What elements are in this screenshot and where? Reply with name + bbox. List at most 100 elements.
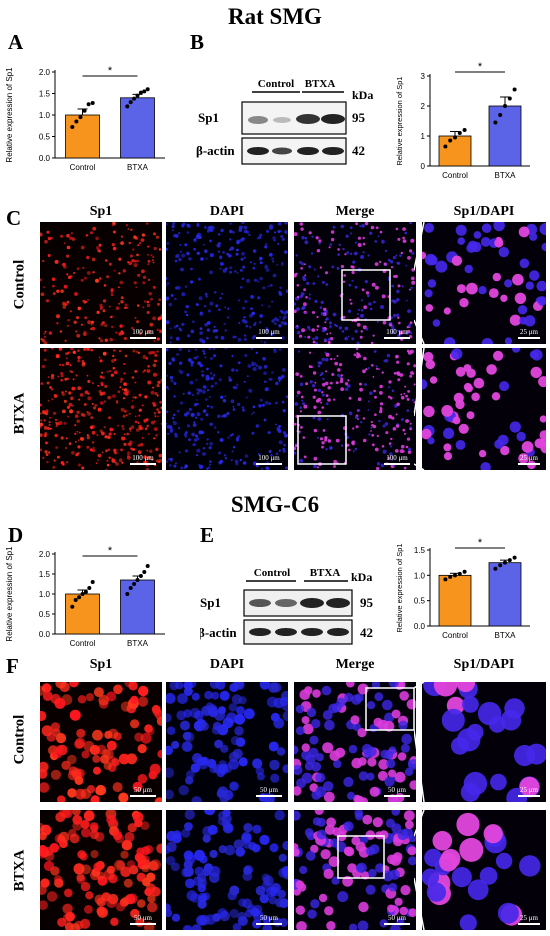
scale-bar-label: 25 μm	[520, 328, 538, 336]
scale-bar-label: 25 μm	[520, 454, 538, 462]
bar-btxa	[488, 562, 522, 627]
blot-row-actin-kda: 42	[352, 143, 365, 158]
data-point	[503, 104, 507, 108]
micro-f-btxa-sp1: 50 μm	[40, 810, 162, 930]
y-tick-label: 2.0	[39, 68, 51, 77]
scale-bar-label: 50 μm	[260, 786, 278, 794]
actin-band	[297, 147, 319, 155]
scale-bar-label: 50 μm	[134, 786, 152, 794]
panel-label-c: C	[6, 206, 22, 230]
column-header-sp1: Sp1	[89, 204, 113, 219]
data-point	[145, 87, 150, 92]
scale-bar-label: 100 μm	[132, 328, 154, 336]
y-tick-label: 0.0	[39, 154, 51, 163]
sp1-band	[296, 114, 320, 124]
scale-bar: 100 μm	[256, 328, 282, 339]
data-point	[135, 578, 140, 582]
data-point	[90, 580, 95, 584]
y-tick-label: 0.5	[39, 610, 51, 619]
column-header-sp1-dapi: Sp1/DAPI	[453, 204, 515, 219]
blot-group-btxa: BTXA	[305, 78, 336, 90]
column-header-dapi: DAPI	[209, 204, 245, 219]
data-point	[80, 592, 85, 596]
y-tick-label: 3	[421, 72, 426, 81]
micro-c-control-sp1: 100 μm	[40, 222, 162, 344]
y-tick-label: 2.0	[39, 550, 51, 559]
data-point	[87, 586, 92, 590]
panel-label-a: A	[8, 30, 24, 54]
panel-label-d: D	[8, 523, 24, 547]
bar-control	[65, 114, 100, 159]
data-point	[86, 102, 91, 107]
y-tick-label: 0.5	[39, 133, 51, 142]
micro-f-btxa-merge: 50 μm	[294, 810, 416, 930]
blot-row-sp1-kda: 95	[352, 110, 366, 125]
y-axis-label: Relative expression of Sp1	[5, 67, 14, 163]
data-point	[70, 604, 75, 609]
data-point	[132, 96, 137, 101]
data-point	[73, 598, 78, 602]
row-header-btxa: BTXA	[11, 392, 28, 435]
f-row-header-control: Control	[11, 714, 28, 765]
bar-btxa	[488, 105, 522, 167]
data-point	[453, 573, 457, 578]
data-point	[142, 89, 147, 94]
data-point	[70, 125, 75, 130]
data-point	[125, 592, 130, 596]
y-tick-label: 1.0	[39, 111, 51, 120]
scale-bar: 100 μm	[130, 328, 156, 339]
data-point	[128, 586, 133, 590]
micro-f-btxa-sp1-dapi: 25 μm	[422, 810, 546, 930]
scale-bar: 100 μm	[384, 328, 410, 339]
f-column-header-sp1-dapi: Sp1/DAPI	[453, 657, 515, 672]
y-axis-label: Relative expression of Sp1	[5, 546, 14, 642]
x-tick-label: Control	[442, 631, 468, 640]
scale-bar: 50 μm	[130, 786, 156, 797]
chart-e: Relative expression of Sp1 0.0 0.5 1.0 1.5 Co…	[395, 537, 530, 640]
blot-group-control: Control	[258, 78, 294, 90]
scale-bar-label: 25 μm	[520, 914, 538, 922]
x-tick-label: BTXA	[127, 639, 149, 648]
data-point	[448, 574, 453, 579]
scale-bar-label: 25 μm	[520, 786, 538, 794]
micro-c-control-merge: 100 μm	[294, 222, 416, 344]
y-tick-label: 1.5	[39, 570, 51, 579]
x-tick-label: BTXA	[127, 163, 149, 172]
y-tick-label: 1	[421, 132, 426, 141]
actin-band	[327, 628, 349, 636]
chart-d: Relative expression of Sp1 0.0 0.5 1.0 1.5 2.…	[5, 545, 165, 648]
x-tick-label: Control	[442, 171, 468, 180]
scale-bar: 50 μm	[130, 914, 156, 925]
scale-bar: 100 μm	[130, 454, 156, 465]
micro-f-btxa-dapi: 50 μm	[166, 810, 288, 930]
sp1-band	[326, 598, 350, 608]
scale-bar-label: 50 μm	[260, 914, 278, 922]
bar-control	[65, 593, 100, 635]
blot-e-sp1-label: Sp1	[200, 595, 221, 610]
zoom-connector	[414, 682, 425, 802]
scale-bar-label: 100 μm	[258, 454, 280, 462]
data-point	[507, 96, 512, 101]
blot-unit: kDa	[352, 88, 373, 102]
scale-bar: 50 μm	[256, 914, 282, 925]
y-tick-label: 0.5	[414, 597, 426, 606]
micro-f-control-sp1-dapi: 25 μm	[422, 682, 546, 802]
y-axis-label: Relative expression of Sp1	[395, 543, 404, 632]
scale-bar: 50 μm	[384, 786, 410, 797]
f-column-header-dapi: DAPI	[209, 657, 245, 672]
blot-e-sp1-kda: 95	[360, 595, 374, 610]
data-point	[443, 577, 448, 582]
data-point	[77, 595, 82, 600]
zoom-connector	[414, 810, 425, 930]
y-tick-label: 0.0	[39, 630, 51, 639]
data-point	[135, 93, 140, 98]
f-column-header-merge: Merge	[335, 657, 375, 672]
bar-btxa	[120, 579, 155, 635]
y-tick-label: 0.0	[414, 622, 426, 631]
actin-band	[249, 628, 271, 636]
western-blot-e: Control BTXA kDa Sp1 95 β-actin 42	[200, 567, 374, 645]
data-point	[125, 104, 130, 109]
scale-bar-label: 100 μm	[258, 328, 280, 336]
panel-label-b: B	[190, 30, 205, 54]
data-point	[498, 563, 503, 568]
